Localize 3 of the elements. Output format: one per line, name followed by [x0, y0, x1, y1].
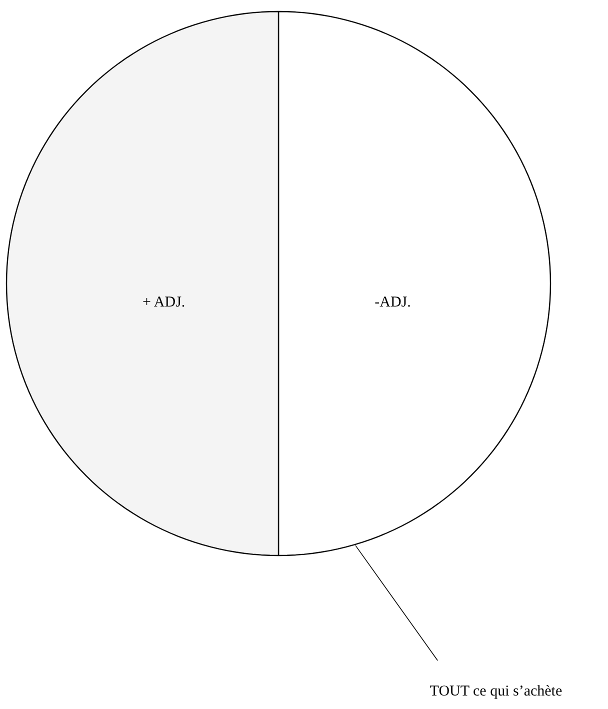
slice-label: + ADJ.	[142, 294, 186, 311]
text: TOUT ce qui s’achète	[430, 684, 562, 700]
slice-label: -ADJ.	[374, 294, 411, 311]
